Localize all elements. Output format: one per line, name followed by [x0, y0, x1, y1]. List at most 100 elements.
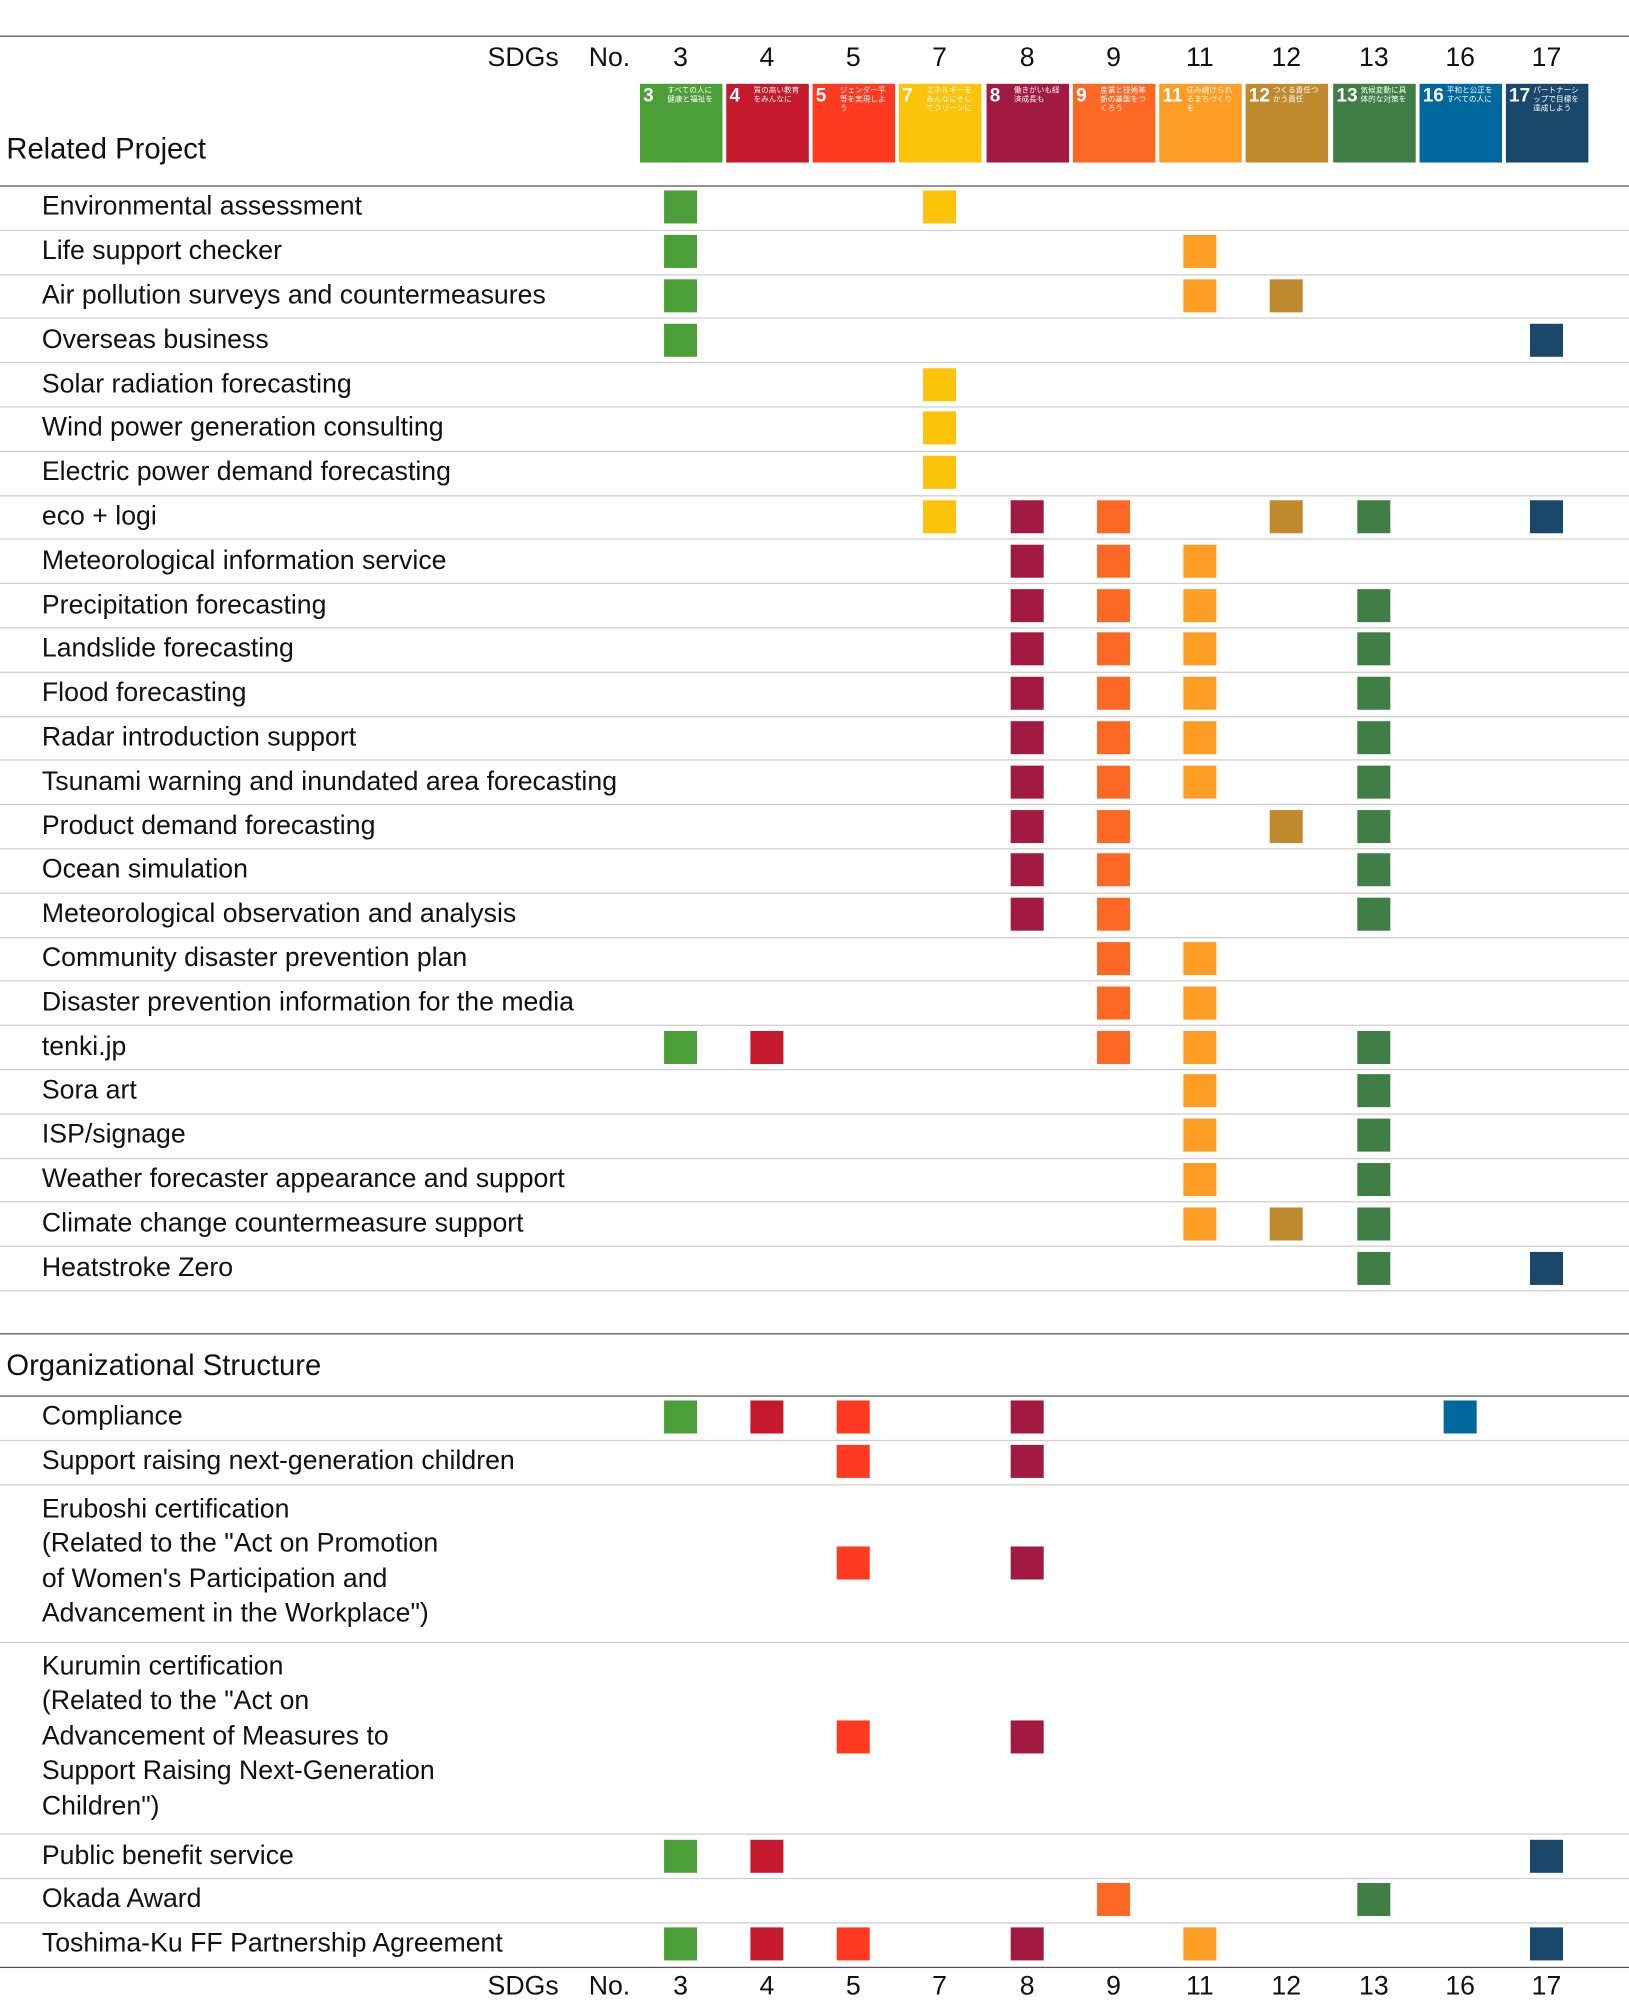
sdg-mark [923, 500, 957, 534]
sdg-mark [1529, 1251, 1564, 1285]
row-label: Public benefit service [41, 1840, 294, 1870]
no-label: No. [588, 1971, 631, 2001]
sdg-mark [1183, 1207, 1217, 1241]
sdg-mark [1269, 500, 1303, 534]
row-label: Support Raising Next-Generation [41, 1756, 435, 1786]
row-separator [0, 627, 1629, 629]
row-label: Children") [41, 1791, 160, 1821]
goal-icon-number: 11 [1162, 85, 1183, 107]
sdg-mark [1357, 897, 1391, 931]
goal-icon: 9 産業と技術革新の基盤をつくろう [1072, 83, 1155, 163]
goal-icon-number: 8 [989, 85, 1001, 107]
row-label: Electric power demand forecasting [41, 457, 451, 487]
sdg-mark [1010, 544, 1044, 578]
sdg-mark [664, 1400, 698, 1434]
goal-number: 3 [673, 1971, 688, 2001]
sdg-mark [1357, 500, 1391, 534]
sdg-mark [750, 1927, 784, 1961]
sdg-mark [1010, 1445, 1044, 1479]
row-label: Solar radiation forecasting [41, 368, 352, 399]
row-label: Community disaster prevention plan [41, 943, 468, 973]
sdg-mark [1357, 853, 1391, 887]
goal-number: 3 [673, 43, 688, 73]
row-label: Meteorological observation and analysis [41, 899, 517, 929]
goal-number: 5 [845, 1971, 861, 2001]
row-label: Kurumin certification [41, 1651, 284, 1681]
sdg-mark [664, 190, 698, 224]
rule [0, 35, 1629, 37]
row-label: Weather forecaster appearance and suppor… [41, 1164, 565, 1194]
row-label: Support raising next-generation children [41, 1446, 515, 1476]
goal-number: 7 [932, 43, 947, 73]
row-label: Toshima-Ku FF Partnership Agreement [41, 1928, 503, 1958]
row-separator [0, 1483, 1629, 1486]
row-separator [0, 1157, 1629, 1159]
sdg-mark [1010, 500, 1044, 534]
goal-icon-title: 住み続けられるまちづくりを [1186, 87, 1233, 114]
sdg-mark [1097, 500, 1131, 534]
row-separator [0, 1245, 1629, 1248]
goal-icon-number: 9 [1076, 85, 1087, 107]
sdg-mark [1357, 588, 1391, 622]
sdg-mark [1183, 942, 1217, 976]
row-label: Okada Award [41, 1884, 202, 1914]
sdg-mark [1097, 632, 1131, 666]
sdg-mark [1183, 1118, 1217, 1152]
sdg-mark [1183, 721, 1217, 755]
sdg-mark [1097, 765, 1131, 799]
sdg-mark [1357, 721, 1391, 755]
row-separator [0, 1966, 1629, 1968]
row-separator [0, 1024, 1629, 1027]
row-label: Climate change countermeasure support [41, 1208, 524, 1238]
row-label: Tsunami warning and inundated area forec… [41, 766, 618, 796]
goal-icon: 3 すべての人に健康と福祉を [639, 83, 722, 163]
sdg-mark [1010, 721, 1044, 755]
goal-icon-title: 産業と技術革新の基盤をつくろう [1100, 87, 1146, 114]
sdg-mark [923, 367, 957, 401]
goal-number: 9 [1106, 1971, 1121, 2001]
row-separator [0, 1877, 1629, 1880]
goal-number: 17 [1531, 43, 1562, 73]
row-separator [0, 450, 1629, 452]
sdg-mark [836, 1545, 870, 1579]
sdg-mark [1097, 588, 1131, 622]
sdg-mark [1097, 853, 1131, 887]
sdg-mark [1529, 323, 1564, 357]
sdg-mark [1183, 632, 1217, 666]
sdg-mark [1269, 1207, 1303, 1241]
row-label: tenki.jp [41, 1031, 127, 1061]
sdg-mark [1010, 1545, 1044, 1579]
sdg-mark [1010, 809, 1044, 843]
goal-icon-number: 5 [815, 85, 827, 107]
sdg-mark [1097, 942, 1131, 976]
sdg-mark [836, 1720, 870, 1754]
goal-icon-number: 17 [1509, 85, 1531, 107]
row-label: eco + logi [41, 501, 157, 531]
row-separator [0, 715, 1629, 717]
sdgs-label: SDGs [487, 1971, 559, 2001]
goal-icon-title: 気候変動に具体的な対策を [1360, 87, 1407, 105]
sdg-mark [1357, 1074, 1391, 1108]
sdg-mark [836, 1445, 870, 1479]
goal-number: 4 [759, 43, 775, 73]
goal-number: 12 [1271, 1971, 1302, 2001]
goal-icon: 12 つくる責任つかう責任 [1244, 83, 1328, 163]
sdg-mark [1357, 1030, 1391, 1064]
sdg-mark [1183, 1927, 1217, 1961]
row-label: Heatstroke Zero [41, 1252, 234, 1282]
section-title: Related Project [6, 132, 207, 166]
goal-icon-title: すべての人に健康と福祉を [667, 87, 713, 105]
sdg-mark [1357, 1207, 1391, 1241]
sdg-mark [750, 1839, 784, 1873]
sdg-mark [1529, 1839, 1564, 1873]
sdg-mark [1097, 721, 1131, 755]
row-label: of Women's Participation and [41, 1563, 388, 1593]
sdg-mark [1010, 1927, 1044, 1961]
sdg-mark [1357, 1883, 1391, 1917]
goal-number: 11 [1186, 1971, 1214, 2001]
goal-icon: 11 住み続けられるまちづくりを [1158, 83, 1242, 163]
row-label: Disaster prevention information for the … [41, 987, 574, 1017]
sdg-mark [664, 235, 698, 269]
goal-number: 12 [1271, 43, 1302, 73]
goal-number: 13 [1358, 43, 1389, 73]
